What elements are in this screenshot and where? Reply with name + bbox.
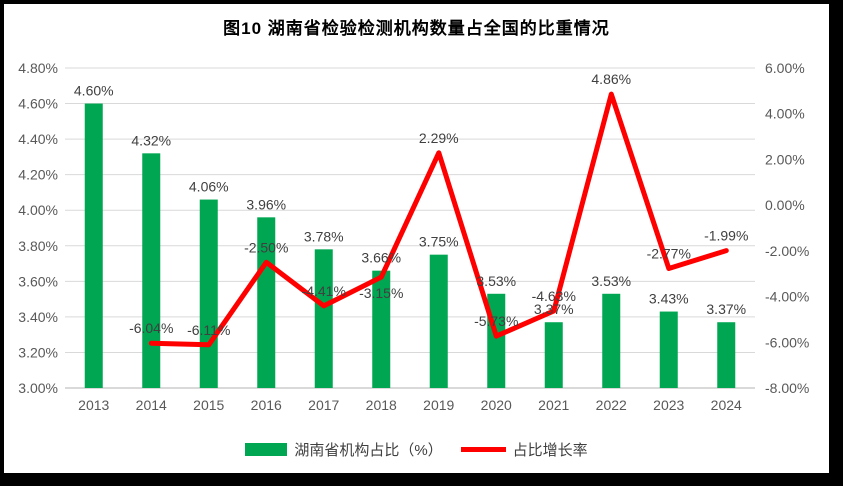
- legend-line-label: 占比增长率: [512, 442, 588, 459]
- bar-label-2014: 4.32%: [131, 132, 171, 148]
- growth-rate-line: [148, 91, 729, 348]
- bar-label-2022: 3.53%: [591, 273, 631, 289]
- bar-label-2018: 3.66%: [361, 250, 401, 266]
- line-label-2020: -5.73%: [474, 313, 518, 329]
- bar-2016: [257, 217, 276, 388]
- right-axis-tick: 4.00%: [765, 106, 805, 122]
- line-label-2023: -2.77%: [647, 245, 691, 261]
- x-axis-label: 2024: [711, 397, 742, 413]
- bar-label-2021: 3.37%: [534, 301, 574, 317]
- bar-2014: [142, 153, 161, 388]
- x-axis-label: 2020: [481, 397, 512, 413]
- right-axis-tick: 6.00%: [765, 60, 805, 76]
- bar-2022: [602, 293, 621, 388]
- left-axis-tick: 4.00%: [18, 202, 58, 218]
- line-label-2015: -6.11%: [187, 322, 230, 338]
- bar-2013: [84, 103, 103, 389]
- line-label-2014: -6.04%: [129, 320, 173, 336]
- line-label-2021: -4.63%: [532, 288, 576, 304]
- legend: 湖南省机构占比（%） 占比增长率: [4, 439, 829, 460]
- x-axis-label: 2023: [653, 397, 684, 413]
- bar-label-2017: 3.78%: [304, 228, 344, 244]
- line-label-2018: -3.15%: [359, 285, 403, 301]
- left-axis-tick: 4.80%: [18, 60, 58, 76]
- x-axis-label: 2017: [308, 397, 339, 413]
- left-axis-tick: 3.00%: [18, 380, 58, 396]
- legend-bar-swatch-icon: [245, 443, 288, 456]
- right-axis-tick: 0.00%: [765, 197, 805, 213]
- bar-label-2015: 4.06%: [189, 179, 229, 195]
- x-axis-label: 2016: [251, 397, 282, 413]
- bar-label-2016: 3.96%: [246, 196, 286, 212]
- line-label-2016: -2.50%: [244, 239, 288, 255]
- bar-2018: [372, 270, 391, 388]
- left-axis-tick: 3.20%: [18, 344, 58, 360]
- legend-bar-label: 湖南省机构占比（%）: [294, 442, 443, 459]
- right-axis-tick: 2.00%: [765, 151, 805, 167]
- line-label-2017: -4.41%: [302, 283, 346, 299]
- bar-2021: [544, 322, 563, 388]
- left-axis-tick: 3.80%: [18, 238, 58, 254]
- right-axis-tick: -4.00%: [765, 289, 809, 305]
- left-axis-tick: 4.60%: [18, 96, 58, 112]
- left-axis-tick: 4.20%: [18, 167, 58, 183]
- bar-label-2019: 3.75%: [419, 234, 459, 250]
- bar-label-2020: 3.53%: [476, 273, 516, 289]
- left-axis-tick: 3.60%: [18, 273, 58, 289]
- line-label-2024: -1.99%: [704, 228, 748, 244]
- bar-2023: [659, 311, 678, 388]
- x-axis-label: 2013: [78, 397, 109, 413]
- x-axis-label: 2015: [193, 397, 224, 413]
- bar-2024: [717, 322, 736, 388]
- line-label-2019: 2.29%: [419, 130, 459, 146]
- line-label-2022: 4.86%: [591, 71, 631, 87]
- bar-label-2024: 3.37%: [706, 301, 746, 317]
- legend-line-swatch-icon: [460, 447, 506, 452]
- right-axis-tick: -6.00%: [765, 334, 809, 350]
- right-axis-tick: -2.00%: [765, 243, 809, 259]
- x-axis-label: 2019: [423, 397, 454, 413]
- left-axis-tick: 4.40%: [18, 131, 58, 147]
- bar-2017: [314, 249, 333, 388]
- bar-2019: [429, 254, 448, 388]
- bar-label-2013: 4.60%: [74, 83, 114, 99]
- chart-canvas: 4.80% 4.60% 4.40% 4.20% 4.00% 3.80% 3.60% 3.40%…: [18, 60, 809, 413]
- x-axis-label: 2018: [366, 397, 397, 413]
- bar-label-2023: 3.43%: [649, 291, 689, 307]
- x-axis-label: 2014: [136, 397, 167, 413]
- x-axis-label: 2022: [596, 397, 627, 413]
- bar-2015: [199, 199, 218, 388]
- x-axis-label: 2021: [538, 397, 569, 413]
- chart-title: 图10 湖南省检验检测机构数量占全国的比重情况: [223, 19, 610, 38]
- right-axis-tick: -8.00%: [765, 380, 809, 396]
- left-axis-tick: 3.40%: [18, 309, 58, 325]
